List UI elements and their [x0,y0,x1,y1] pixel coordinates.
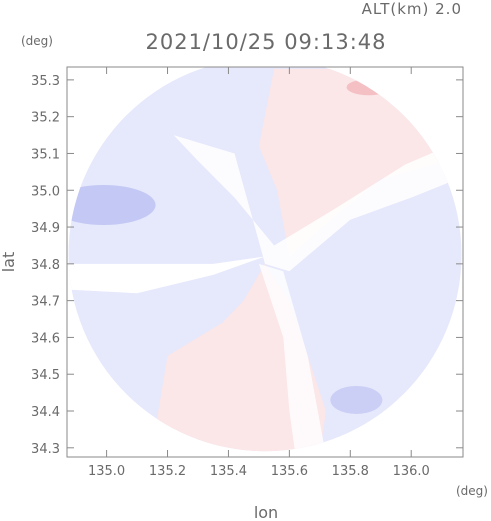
strong-receding-patch [346,79,391,96]
x-ticks: 135.0 135.2 135.4 135.6 135.8 136.0 [88,67,430,479]
plot-area [68,67,462,452]
y-tick-label: 34.9 [31,221,60,236]
chart-subtitle: ALT(km) 2.0 [362,0,462,18]
plot-frame [66,66,464,458]
y-tick-label: 35.0 [31,184,60,199]
y-axis-label: lat [0,252,18,273]
y-tick-label: 34.5 [31,368,60,383]
x-tick-label: 135.8 [332,464,369,479]
receding-region-north [258,68,448,257]
y-tick-label: 35.1 [31,147,60,162]
y-tick-label: 35.3 [31,74,60,89]
strong-approaching-patch-se [330,385,383,414]
y-unit-label: (deg) [21,34,53,48]
y-tick-label: 34.6 [31,331,60,346]
x-tick-label: 135.0 [88,464,125,479]
x-tick-label: 135.2 [149,464,186,479]
zero-velocity-band-south [258,263,326,452]
x-axis-label: lon [254,503,278,521]
zero-velocity-band-west [68,256,265,294]
velocity-field [68,67,462,452]
y-tick-label: 34.4 [31,405,60,420]
y-tick-label: 34.8 [31,258,60,273]
chart-title: 2021/10/25 09:13:48 [145,30,386,54]
x-unit-label: (deg) [456,484,488,498]
y-tick-label: 34.7 [31,295,60,310]
y-ticks: 34.3 34.4 34.5 34.6 34.7 34.8 34.9 35.0 35.1 35.2… [31,74,463,457]
x-tick-label: 135.6 [271,464,308,479]
y-tick-label: 35.2 [31,111,60,126]
y-tick-label: 34.3 [31,442,60,457]
zero-velocity-band-ne [173,135,457,272]
axes: 135.0 135.2 135.4 135.6 135.8 136.0 34.334.43… [31,66,464,479]
x-tick-label: 136.0 [393,464,430,479]
x-tick-label: 135.4 [210,464,247,479]
